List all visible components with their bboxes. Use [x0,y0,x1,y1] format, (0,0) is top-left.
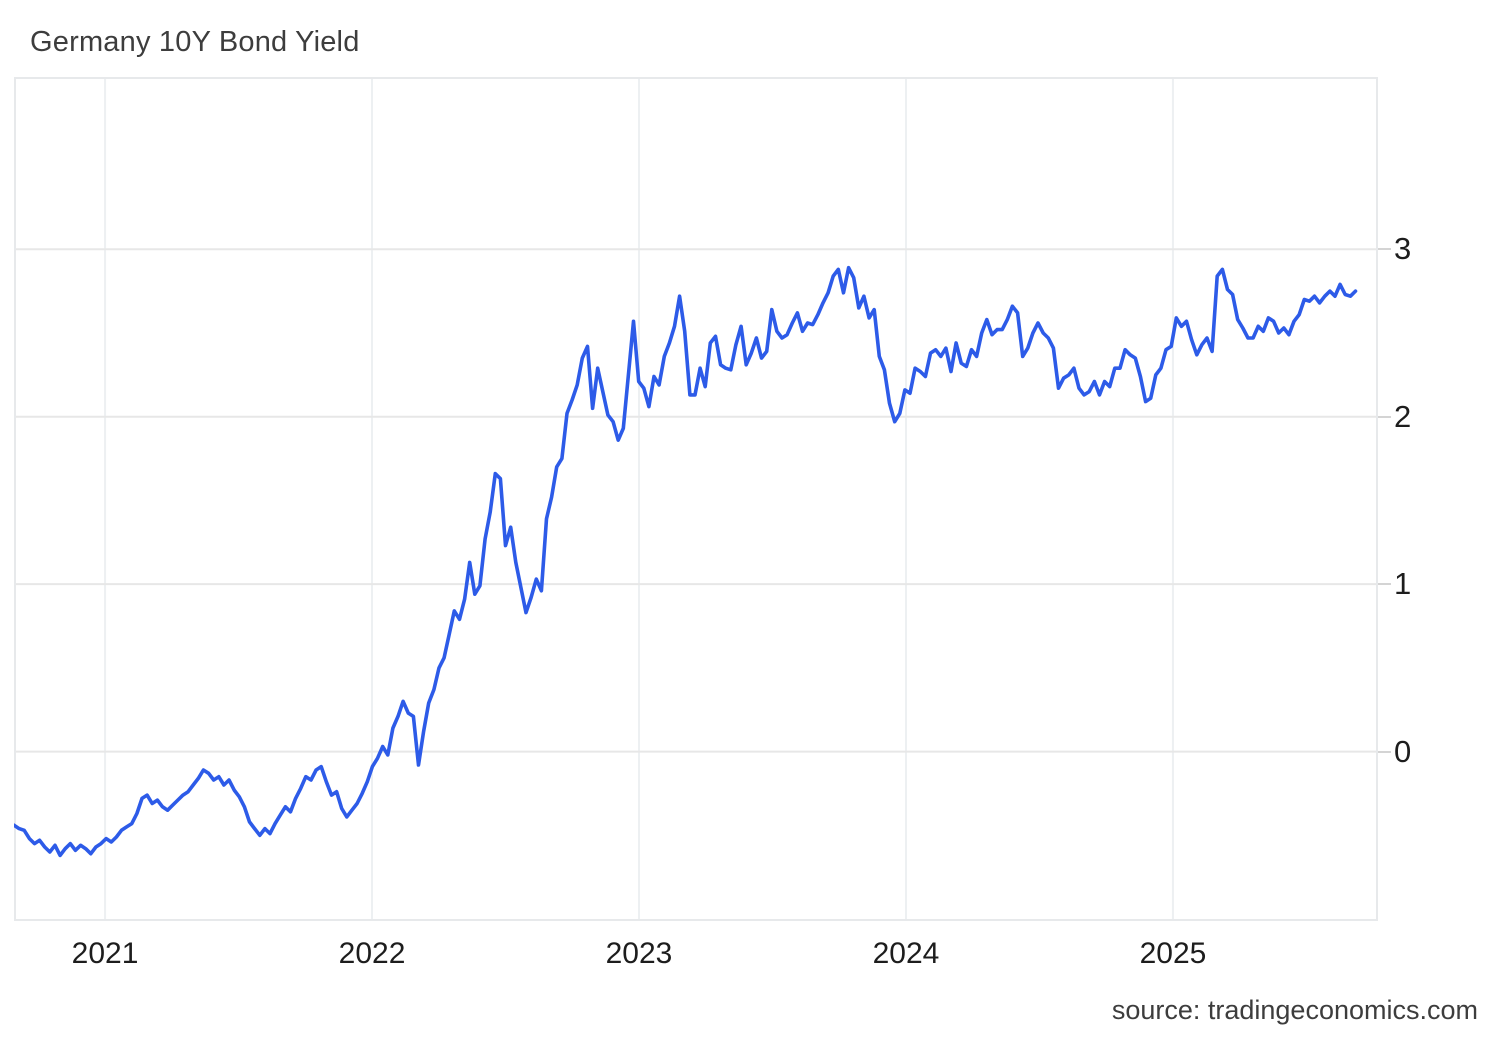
x-axis-label: 2021 [71,937,139,970]
y-axis-label: 0 [1394,733,1412,769]
y-axis-tick [1378,750,1391,753]
y-axis-tick [1378,583,1391,586]
x-axis-label: 2022 [338,937,406,970]
x-axis-label: 2024 [872,937,940,970]
chart-title: Germany 10Y Bond Yield [30,26,360,58]
plot-border [14,77,1378,921]
y-axis-tick [1378,415,1391,418]
yield-line [14,265,1358,858]
plot-area[interactable] [14,77,1378,921]
y-axis-tick [1378,248,1391,251]
y-axis-label: 1 [1394,566,1412,602]
yield-line-chart [14,77,1378,921]
y-axis-label: 2 [1394,398,1412,434]
x-axis-label: 2023 [605,937,673,970]
y-axis-label: 3 [1394,231,1412,267]
x-axis-label: 2025 [1139,937,1207,970]
source-text: source: tradingeconomics.com [1111,995,1478,1025]
